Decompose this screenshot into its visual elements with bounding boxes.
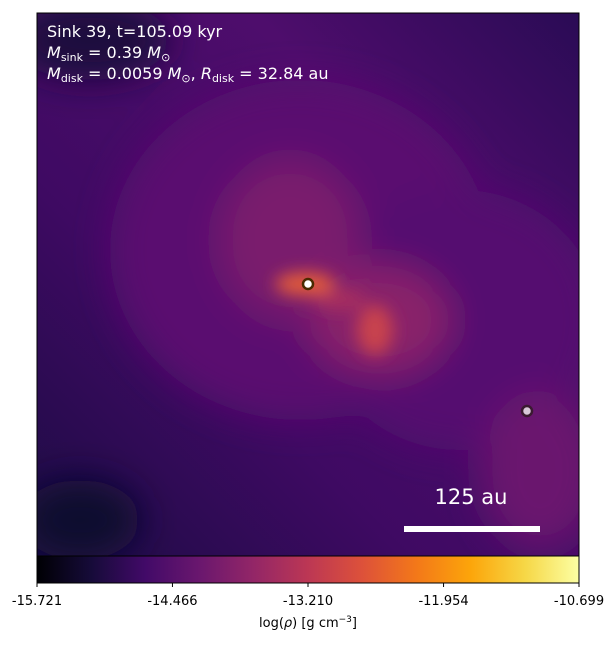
sink-particle xyxy=(520,404,534,418)
colorbar xyxy=(36,555,580,584)
colorbar-label-part: ρ xyxy=(284,616,293,631)
title-part: Sink 39, t=105.09 kyr xyxy=(47,22,223,41)
title-line: Mdisk = 0.0059 M⊙, Rdisk = 32.84 au xyxy=(47,64,329,85)
title-part: = 32.84 au xyxy=(234,64,328,83)
colorbar-tick-label: -14.466 xyxy=(147,594,197,609)
colorbar-ticks: -15.721 -14.466 -13.210 -11.954 -10.699 xyxy=(12,583,604,609)
scale-bar xyxy=(404,526,540,532)
density-map xyxy=(37,13,579,556)
title-part: = 0.0059 xyxy=(83,64,168,83)
colorbar-label: log(ρ) [g cm−3] xyxy=(259,615,357,631)
title-line: Msink = 0.39 M⊙ xyxy=(47,43,170,64)
colorbar-tick-label: -15.721 xyxy=(12,594,62,609)
colorbar-label-part: ] xyxy=(352,616,357,631)
title-line: Sink 39, t=105.09 kyr xyxy=(47,22,223,41)
colorbar-tick-label: -10.699 xyxy=(554,594,604,609)
sink-particle xyxy=(301,277,315,291)
title-part: R xyxy=(201,64,212,83)
scale-bar-label: 125 au xyxy=(435,485,508,509)
title-part: = 0.39 xyxy=(83,43,147,62)
title-part: , xyxy=(191,64,201,83)
title-part: M xyxy=(47,64,61,83)
colorbar-label-part: −3 xyxy=(339,615,352,625)
title-part: sink xyxy=(61,51,84,64)
title-part: disk xyxy=(61,72,84,85)
colorbar-tick-label: -11.954 xyxy=(418,594,468,609)
title-part: M xyxy=(47,43,61,62)
colorbar-label-part: log( xyxy=(259,616,284,631)
title-part: ⊙ xyxy=(161,51,170,64)
title-part: disk xyxy=(212,72,235,85)
title-part: ⊙ xyxy=(181,72,190,85)
title-part: M xyxy=(168,64,182,83)
colorbar-label-part: ) [g cm xyxy=(292,616,338,631)
title-part: M xyxy=(147,43,161,62)
colorbar-tick-label: -13.210 xyxy=(283,594,333,609)
